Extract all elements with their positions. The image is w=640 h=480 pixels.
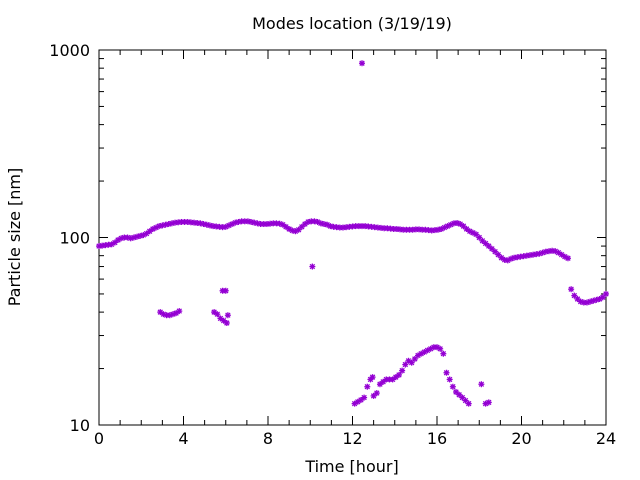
data-point: [399, 367, 406, 374]
data-point: [392, 374, 399, 381]
data-point: [437, 345, 444, 352]
data-point: [146, 228, 153, 235]
data-point: [603, 290, 609, 297]
x-tick-label: 0: [94, 429, 104, 448]
data-point: [224, 312, 231, 319]
x-tick-label: 24: [596, 429, 616, 448]
y-tick-label: 100: [59, 229, 90, 248]
data-point: [359, 60, 366, 67]
data-point: [485, 399, 492, 406]
data-point: [463, 226, 470, 233]
data-point: [449, 383, 456, 390]
x-tick-label: 12: [342, 429, 362, 448]
y-axis: 10 100 1000: [49, 41, 606, 435]
data-point: [115, 236, 122, 243]
data-point: [492, 248, 499, 255]
data-point: [369, 374, 376, 381]
data-point: [478, 381, 485, 388]
data-point: [222, 287, 229, 294]
data-point: [223, 319, 230, 326]
x-tick-label: 8: [263, 429, 273, 448]
data-point: [370, 392, 377, 399]
data-point: [482, 400, 489, 407]
data-point: [440, 350, 447, 357]
data-point: [214, 311, 221, 318]
data-point: [395, 371, 402, 378]
data-point: [405, 357, 412, 364]
data-point: [309, 263, 316, 270]
x-tick-label: 16: [427, 429, 447, 448]
data-point: [479, 237, 486, 244]
y-tick-label: 1000: [49, 41, 90, 60]
data-point: [564, 255, 571, 262]
data-point: [217, 315, 224, 322]
x-axis-label: Time [hour]: [304, 457, 398, 476]
data-point: [364, 383, 371, 390]
data-point: [443, 369, 450, 376]
x-tick-label: 4: [178, 429, 188, 448]
data-point: [176, 308, 183, 315]
data-point: [361, 394, 368, 401]
x-tick-label: 20: [511, 429, 531, 448]
data-point: [465, 400, 472, 407]
data-point: [373, 390, 380, 397]
y-axis-label: Particle size [nm]: [5, 168, 24, 307]
x-axis: 0 4 8 12 16 20 24: [94, 50, 616, 448]
data-series: [96, 60, 609, 407]
data-point: [568, 286, 575, 293]
data-point: [446, 376, 453, 383]
data-point: [282, 223, 289, 230]
plot-frame: [98, 49, 607, 426]
y-tick-label: 10: [70, 416, 90, 435]
chart-title: Modes location (3/19/19): [252, 14, 452, 33]
